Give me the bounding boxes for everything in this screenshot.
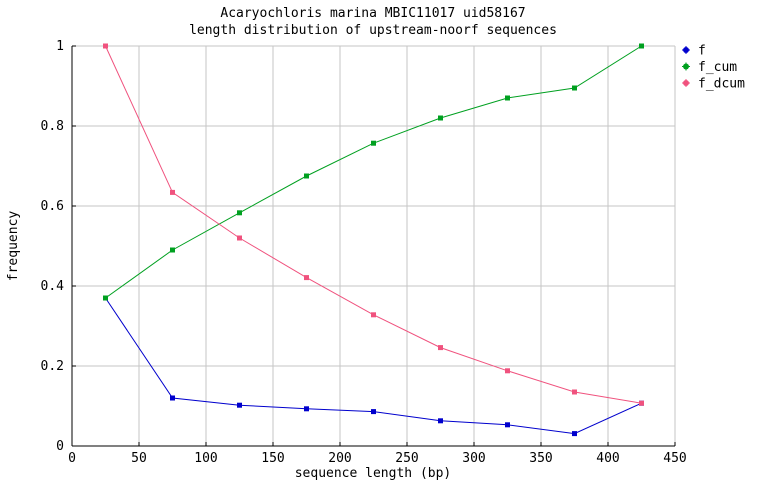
series-point-f_dcum — [505, 368, 510, 374]
series-point-f_cum — [639, 43, 644, 49]
series-point-f_cum — [438, 115, 443, 121]
x-tick-label: 50 — [131, 451, 147, 466]
series-point-f_dcum — [438, 345, 443, 351]
legend: ff_cum f_dcum — [682, 44, 745, 92]
tick-mark-layer — [71, 45, 676, 447]
series-point-f_cum — [304, 173, 309, 179]
series-point-f_dcum — [371, 312, 376, 318]
y-tick-label: 0.2 — [41, 359, 64, 374]
series-point-f_cum — [170, 247, 175, 253]
x-tick-label: 150 — [261, 451, 284, 466]
series-point-f_cum — [371, 140, 376, 146]
x-tick-label: 200 — [328, 451, 351, 466]
series-point-f_cum — [103, 295, 108, 301]
series-point-f — [170, 395, 175, 401]
axis-border-layer — [71, 46, 675, 447]
series-point-f — [237, 402, 242, 408]
series-point-f_cum — [237, 210, 242, 216]
grid-layer — [72, 45, 676, 446]
series-point-f — [371, 409, 376, 415]
series-point-f_dcum — [237, 235, 242, 241]
series-point-f — [505, 422, 510, 428]
series-point-f_dcum — [103, 43, 108, 49]
series-point-f_cum — [505, 95, 510, 101]
series-point-f_dcum — [639, 400, 644, 406]
series-point-f_dcum — [170, 189, 175, 195]
tick-label-layer: 0 50 100 150 200 250 300 350 400 450 0 0.2 0.4 0.6 0.8… — [41, 39, 687, 466]
series-point-f_cum — [572, 85, 577, 91]
x-tick-label: 300 — [462, 451, 485, 466]
legend-item-f_dcum: f_dcum — [682, 77, 745, 92]
series-point-f_dcum — [304, 275, 309, 281]
chart-title: Acaryochloris marina MBIC11017 uid58167 — [220, 6, 525, 21]
series-point-f — [438, 418, 443, 424]
legend-label-f_cum: f_cum — [698, 60, 737, 75]
y-tick-label: 0.6 — [41, 199, 64, 214]
series-line-f_cum — [105, 45, 642, 299]
legend-item-f: f — [682, 44, 706, 59]
y-tick-label: 0.4 — [41, 279, 65, 294]
y-tick-label: 1 — [56, 39, 64, 54]
x-tick-label: 0 — [68, 451, 76, 466]
series-line-f_dcum — [105, 45, 642, 404]
series-point-f — [304, 406, 309, 412]
data-series-layer — [103, 43, 644, 437]
legend-label-f_dcum: f_dcum — [698, 77, 745, 92]
y-axis-label: frequency — [6, 211, 21, 282]
x-tick-label: 450 — [663, 451, 686, 466]
legend-item-f_cum: f_cum — [682, 60, 737, 75]
x-tick-label: 250 — [395, 451, 418, 466]
series-point-f — [572, 431, 577, 437]
series-point-f_dcum — [572, 389, 577, 395]
y-tick-label: 0 — [56, 439, 64, 454]
legend-label-f: f — [698, 44, 706, 59]
x-axis-label: sequence length (bp) — [295, 466, 452, 481]
x-tick-label: 100 — [194, 451, 217, 466]
x-tick-label: 350 — [529, 451, 552, 466]
x-tick-label: 400 — [596, 451, 619, 466]
y-tick-label: 0.8 — [41, 119, 64, 134]
chart-subtitle: length distribution of upstream-noorf se… — [189, 23, 557, 38]
